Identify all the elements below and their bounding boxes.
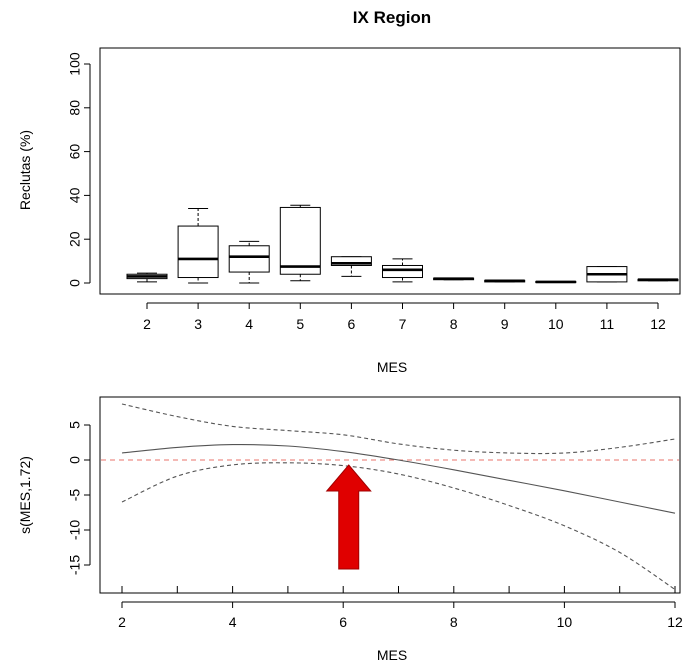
top-y-tick-label: 0 bbox=[67, 279, 83, 287]
upper-confidence-line bbox=[121, 403, 676, 455]
top-x-tick-label: 2 bbox=[143, 316, 151, 332]
bottom-x-tick-label: 8 bbox=[450, 614, 458, 630]
bottom-x-tick-label: 12 bbox=[667, 614, 683, 630]
top-y-axis-label: Reclutas (%) bbox=[17, 130, 33, 210]
lower-confidence-line bbox=[121, 462, 676, 590]
bottom-y-axis: -15 -10 -5 0 5 bbox=[67, 421, 91, 575]
top-x-tick-label: 8 bbox=[450, 316, 458, 332]
top-plot-frame bbox=[99, 47, 681, 295]
top-y-tick-label: 20 bbox=[67, 231, 83, 247]
smooth-panel: MES s(MES,1.72) -15 -10 -5 0 5 2 4 6 8 10 12 bbox=[17, 396, 683, 663]
bottom-y-axis-label: s(MES,1.72) bbox=[17, 456, 33, 534]
top-x-tick-label: 7 bbox=[399, 316, 407, 332]
iqr-box bbox=[382, 264, 423, 279]
bottom-x-axis: 2 4 6 8 10 12 bbox=[118, 586, 683, 630]
top-y-tick-label: 40 bbox=[67, 187, 83, 203]
box-8 bbox=[433, 277, 475, 281]
top-x-tick-label: 6 bbox=[348, 316, 356, 332]
top-x-tick-label: 9 bbox=[501, 316, 509, 332]
box-12 bbox=[637, 278, 679, 282]
bottom-y-tick-label: 5 bbox=[67, 421, 83, 429]
red-arrow bbox=[325, 464, 372, 570]
boxplot-boxes bbox=[126, 204, 679, 284]
smooth-estimate-line bbox=[121, 443, 676, 514]
bottom-y-tick-label: 0 bbox=[67, 456, 83, 464]
box-9 bbox=[484, 279, 526, 283]
box-7 bbox=[382, 258, 423, 283]
box-10 bbox=[535, 280, 577, 284]
top-x-tick-label: 4 bbox=[245, 316, 253, 332]
bottom-x-tick-label: 2 bbox=[118, 614, 126, 630]
top-x-axis: 2 3 4 5 6 7 8 9 10 11 12 bbox=[143, 302, 666, 332]
bottom-x-tick-label: 6 bbox=[339, 614, 347, 630]
top-y-tick-label: 80 bbox=[67, 100, 83, 116]
bottom-y-tick-label: -5 bbox=[67, 489, 83, 502]
bottom-y-tick-label: -15 bbox=[67, 555, 83, 575]
smooth-lines bbox=[101, 403, 679, 590]
iqr-box bbox=[279, 206, 321, 275]
top-x-axis-label: MES bbox=[377, 359, 407, 375]
boxplot-panel: IX Region MES Reclutas (%) 020406080100 … bbox=[17, 8, 681, 375]
box-4 bbox=[228, 240, 270, 284]
bottom-x-tick-label: 10 bbox=[557, 614, 573, 630]
box-11 bbox=[586, 266, 628, 283]
top-y-tick-label: 60 bbox=[67, 144, 83, 160]
top-x-tick-label: 5 bbox=[296, 316, 304, 332]
iqr-box bbox=[228, 245, 270, 273]
bottom-x-axis-label: MES bbox=[377, 647, 407, 663]
bottom-x-tick-label: 4 bbox=[229, 614, 237, 630]
top-x-tick-label: 3 bbox=[194, 316, 202, 332]
top-y-axis: 0 20 40 60 80 100 bbox=[67, 52, 91, 287]
top-x-tick-label: 12 bbox=[650, 316, 666, 332]
top-x-tick-label: 10 bbox=[548, 316, 564, 332]
top-y-tick-label: 100 bbox=[67, 52, 83, 76]
bottom-plot-frame bbox=[99, 396, 681, 594]
bottom-y-tick-label: -10 bbox=[67, 520, 83, 540]
iqr-box bbox=[177, 225, 219, 279]
box-6 bbox=[330, 256, 372, 277]
iqr-box bbox=[330, 256, 372, 266]
top-x-tick-label: 11 bbox=[600, 316, 615, 332]
red-arrow-annotation bbox=[325, 464, 372, 570]
chart-title: IX Region bbox=[353, 8, 431, 27]
box-3 bbox=[177, 208, 219, 284]
box-5 bbox=[279, 204, 321, 282]
box-2 bbox=[126, 272, 168, 283]
